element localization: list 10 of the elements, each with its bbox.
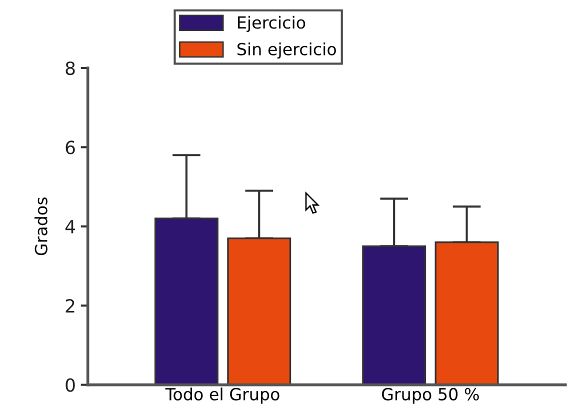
x-tick-label: Todo el Grupo	[165, 388, 280, 404]
y-tick-label: 0	[66, 378, 75, 392]
y-tick-label: 2	[66, 299, 74, 312]
y-tick-label: 8	[66, 61, 75, 76]
x-tick-label: Grupo 50 %	[382, 388, 479, 404]
y-tick-label: 4	[65, 220, 76, 234]
legend-label: Ejercicio	[238, 16, 306, 32]
legend-label: Sin ejercicio	[237, 42, 336, 59]
y-tick-label: 6	[66, 140, 75, 154]
y-axis-title: Grados	[34, 197, 48, 256]
